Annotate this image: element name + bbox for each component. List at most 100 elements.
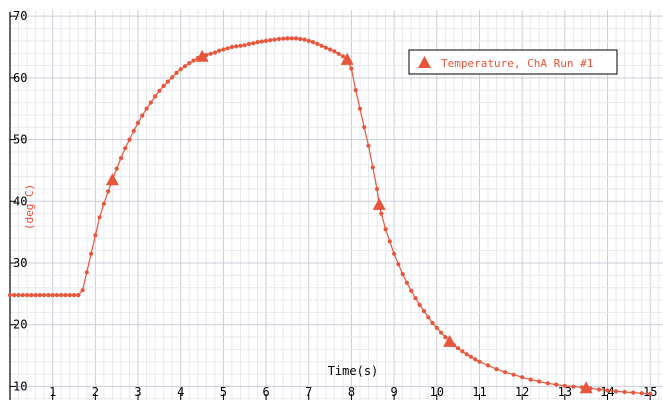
- data-point: [8, 293, 12, 297]
- data-point: [136, 121, 140, 125]
- data-point: [162, 84, 166, 88]
- data-point: [230, 45, 234, 49]
- data-point: [554, 383, 558, 387]
- data-point: [456, 346, 460, 350]
- data-point: [243, 43, 247, 47]
- data-point: [89, 252, 93, 256]
- data-point: [187, 61, 191, 65]
- data-point: [371, 165, 375, 169]
- data-point: [430, 321, 434, 325]
- y-tick-label: 70: [13, 9, 27, 23]
- data-point: [473, 357, 477, 361]
- x-axis-label: Time(s): [328, 364, 379, 378]
- data-point: [640, 391, 644, 395]
- data-point: [106, 189, 110, 193]
- data-point: [16, 293, 20, 297]
- data-point: [166, 80, 170, 84]
- data-point: [529, 378, 533, 382]
- data-point: [605, 388, 609, 392]
- data-point: [46, 293, 50, 297]
- data-point: [298, 37, 302, 41]
- x-tick-label: 4: [177, 385, 184, 399]
- data-point: [281, 37, 285, 41]
- data-point: [486, 363, 490, 367]
- data-point: [260, 39, 264, 43]
- data-point: [401, 272, 405, 276]
- data-point: [93, 233, 97, 237]
- data-point: [409, 289, 413, 293]
- x-tick-label: 11: [472, 385, 486, 399]
- data-point: [119, 156, 123, 160]
- x-tick-label: 1: [49, 385, 56, 399]
- data-point: [191, 59, 195, 63]
- data-point: [614, 389, 618, 393]
- data-point: [21, 293, 25, 297]
- data-point: [396, 262, 400, 266]
- y-tick-label: 50: [13, 133, 27, 147]
- data-point: [145, 107, 149, 111]
- data-point: [132, 129, 136, 133]
- data-point: [388, 239, 392, 243]
- data-point: [503, 370, 507, 374]
- data-point: [55, 293, 59, 297]
- data-point: [332, 49, 336, 53]
- data-point: [460, 349, 464, 353]
- data-point: [477, 360, 481, 364]
- x-tick-label: 8: [348, 385, 355, 399]
- data-point: [302, 38, 306, 42]
- data-point: [277, 37, 281, 41]
- data-point: [98, 215, 102, 219]
- data-point: [465, 352, 469, 356]
- data-point: [76, 293, 80, 297]
- data-point: [251, 41, 255, 45]
- data-point: [341, 54, 345, 58]
- data-point: [174, 71, 178, 75]
- data-point: [63, 293, 67, 297]
- data-point: [25, 293, 29, 297]
- data-point: [631, 391, 635, 395]
- data-point: [405, 281, 409, 285]
- x-tick-label: 2: [92, 385, 99, 399]
- x-tick-label: 3: [134, 385, 141, 399]
- data-point: [324, 46, 328, 50]
- data-point: [68, 293, 72, 297]
- data-point: [157, 89, 161, 93]
- data-point: [439, 331, 443, 335]
- data-point: [328, 47, 332, 51]
- data-point: [34, 293, 38, 297]
- data-point: [426, 315, 430, 319]
- data-point: [546, 381, 550, 385]
- data-point: [38, 293, 42, 297]
- data-point: [563, 384, 567, 388]
- data-point: [520, 375, 524, 379]
- data-point: [170, 75, 174, 79]
- data-point: [268, 38, 272, 42]
- data-point: [115, 167, 119, 171]
- data-point: [255, 40, 259, 44]
- data-point: [362, 125, 366, 129]
- data-point: [648, 392, 652, 396]
- y-tick-label: 20: [13, 318, 27, 332]
- data-point: [571, 385, 575, 389]
- legend: Temperature, ChA Run #1: [409, 50, 617, 74]
- x-tick-label: 7: [305, 385, 312, 399]
- data-point: [273, 38, 277, 42]
- data-point: [366, 144, 370, 148]
- data-point: [217, 49, 221, 53]
- data-point: [597, 387, 601, 391]
- data-point: [81, 288, 85, 292]
- data-point: [623, 390, 627, 394]
- data-point: [443, 335, 447, 339]
- x-tick-label: 5: [220, 385, 227, 399]
- data-point: [413, 296, 417, 300]
- data-point: [153, 94, 157, 98]
- data-point: [315, 42, 319, 46]
- data-point: [247, 42, 251, 46]
- data-point: [140, 113, 144, 117]
- y-axis-label: (deg C): [23, 184, 36, 230]
- data-point: [51, 293, 55, 297]
- data-point: [29, 293, 33, 297]
- data-point: [358, 107, 362, 111]
- data-point: [226, 46, 230, 50]
